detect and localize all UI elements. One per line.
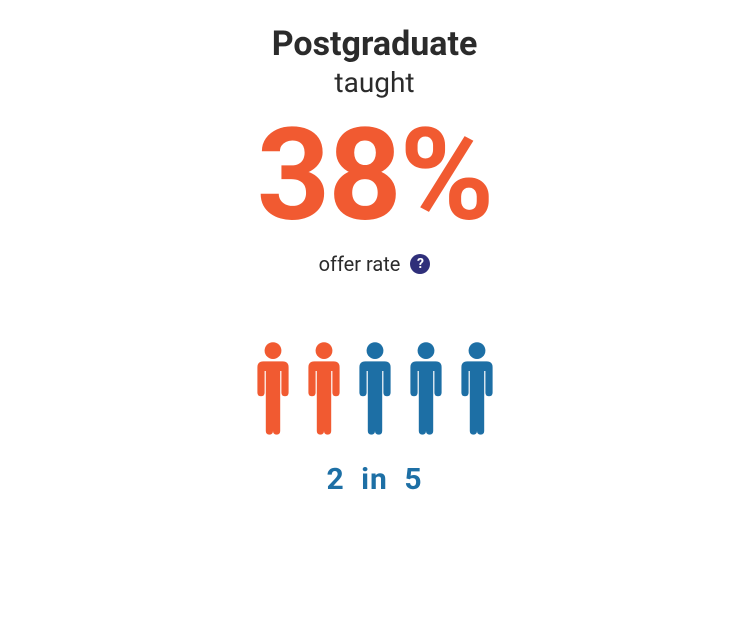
offer-rate-label: offer rate: [319, 252, 401, 276]
person-icon: [351, 341, 399, 437]
percent-value: 38%: [257, 106, 493, 247]
title-line1: Postgraduate: [272, 24, 478, 65]
title-block: Postgraduate taught: [272, 24, 478, 101]
people-pictogram: [249, 341, 501, 437]
title-line2: taught: [272, 65, 478, 101]
person-icon: [300, 341, 348, 437]
help-icon[interactable]: ?: [410, 254, 430, 274]
person-icon: [402, 341, 450, 437]
ratio-text: 2 in 5: [326, 462, 422, 497]
offer-rate-row: offer rate ?: [319, 252, 431, 276]
person-icon: [453, 341, 501, 437]
person-icon: [249, 341, 297, 437]
